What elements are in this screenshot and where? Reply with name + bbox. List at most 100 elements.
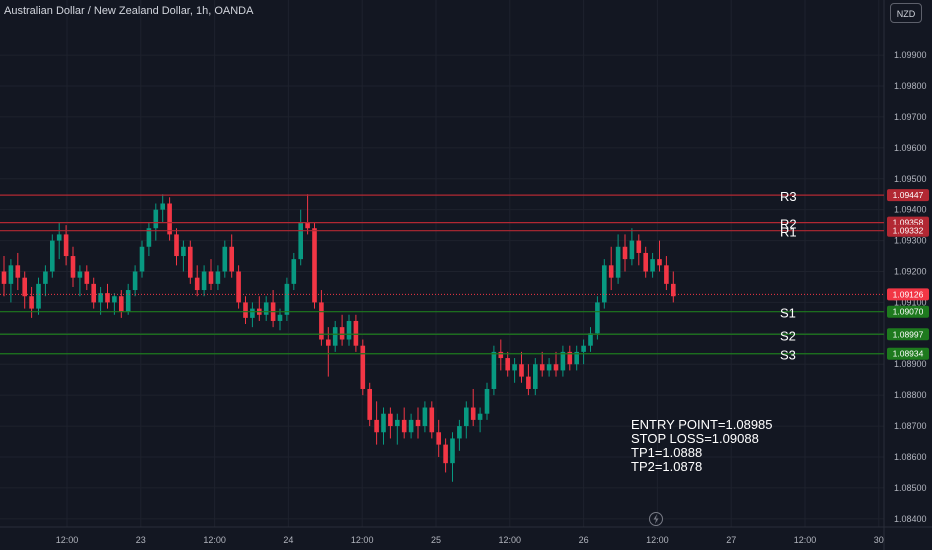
level-price-label: 1.08997 <box>893 329 924 339</box>
candle-body <box>470 407 476 420</box>
candle-body <box>160 203 165 210</box>
level-price-label: 1.09070 <box>893 307 924 317</box>
candle-body <box>346 320 352 340</box>
candle-body <box>450 438 455 464</box>
candle-body <box>277 314 283 321</box>
candle-body <box>291 259 297 284</box>
y-tick-label: 1.09500 <box>894 174 927 184</box>
candle-body <box>395 419 400 427</box>
x-tick-label: 25 <box>431 535 441 545</box>
current-price-label: 1.09126 <box>893 289 924 299</box>
candle-body <box>312 228 317 303</box>
candle-body <box>91 283 96 303</box>
candle-body <box>671 283 676 297</box>
candle-body <box>636 240 642 253</box>
candle-body <box>22 277 27 297</box>
candle-body <box>284 283 290 315</box>
stop-loss-text: STOP LOSS=1.09088 <box>631 431 759 446</box>
candle-body <box>243 302 248 318</box>
candle-body <box>622 246 628 260</box>
x-tick-label: 27 <box>726 535 736 545</box>
candle-body <box>339 327 345 340</box>
candle-body <box>125 290 131 312</box>
y-tick-label: 1.08600 <box>894 452 927 462</box>
candle-body <box>132 271 138 291</box>
candle-body <box>526 376 531 389</box>
y-tick-label: 1.09300 <box>894 236 927 246</box>
currency-button[interactable]: NZD <box>890 3 922 23</box>
level-price-tag <box>887 189 929 202</box>
x-tick-label: 26 <box>579 535 589 545</box>
y-tick-label: 1.09200 <box>894 267 927 277</box>
level-price-tag <box>887 347 929 360</box>
candle-body <box>36 283 41 309</box>
candle-body <box>353 320 359 346</box>
candle-body <box>146 228 152 247</box>
x-tick-label: 23 <box>136 535 146 545</box>
candle-body <box>374 419 379 433</box>
candle-body <box>250 308 255 318</box>
candle-body <box>477 413 483 420</box>
candle-body <box>415 419 421 427</box>
x-tick-label: 12:00 <box>56 535 79 545</box>
candle-body <box>588 333 593 346</box>
candle-body <box>429 407 435 433</box>
candle-body <box>8 265 14 284</box>
candle-body <box>367 388 372 420</box>
candle-body <box>388 413 393 427</box>
level-label: R1 <box>780 225 797 240</box>
candle-body <box>360 345 366 389</box>
level-price-tag <box>887 224 929 237</box>
y-tick-label: 1.08800 <box>894 390 927 400</box>
candle-body <box>615 246 621 278</box>
level-label: R3 <box>780 189 797 204</box>
candle-body <box>1 271 7 284</box>
candle-body <box>629 240 635 260</box>
candle-body <box>567 351 573 365</box>
candle-body <box>153 209 159 229</box>
candle-body <box>595 302 600 334</box>
candle-body <box>443 444 448 464</box>
candle-body <box>650 259 655 272</box>
candle-body <box>181 246 186 257</box>
candle-body <box>643 252 648 272</box>
candle-body <box>188 246 193 278</box>
level-price-tag <box>887 328 929 341</box>
current-price-tag <box>887 288 929 301</box>
level-price-label: 1.09332 <box>893 226 924 236</box>
x-tick-label: 12:00 <box>203 535 226 545</box>
y-tick-label: 1.08500 <box>894 483 927 493</box>
y-tick-label: 1.08700 <box>894 421 927 431</box>
y-tick-label: 1.09400 <box>894 205 927 215</box>
candle-body <box>208 271 214 284</box>
candle-body <box>512 364 517 371</box>
candle-body <box>222 246 228 272</box>
level-label: S1 <box>780 306 796 321</box>
candle-body <box>464 407 469 427</box>
x-tick-label: 12:00 <box>646 535 669 545</box>
candle-body <box>263 302 269 315</box>
candle-body <box>167 203 172 235</box>
candle-body <box>119 296 124 312</box>
lightning-icon[interactable] <box>649 512 663 526</box>
lightning-icon-glyph <box>653 514 659 524</box>
candle-body <box>608 265 614 278</box>
candle-body <box>84 271 90 284</box>
candle-body <box>215 271 221 284</box>
candle-body <box>436 432 441 445</box>
candle-body <box>381 413 386 433</box>
candle-body <box>236 271 241 303</box>
candle-body <box>56 234 62 241</box>
candle-body <box>332 327 338 346</box>
tp2-text: TP2=1.0878 <box>631 459 703 474</box>
candle-body <box>457 426 462 439</box>
x-tick-label: 12:00 <box>499 535 522 545</box>
y-tick-label: 1.09800 <box>894 81 927 91</box>
tp1-text: TP1=1.0888 <box>631 445 703 460</box>
candle-body <box>319 302 324 340</box>
candle-body <box>533 364 538 389</box>
entry-point-text: ENTRY POINT=1.08985 <box>631 417 773 432</box>
candle-body <box>305 222 310 229</box>
candle-body <box>298 222 303 260</box>
